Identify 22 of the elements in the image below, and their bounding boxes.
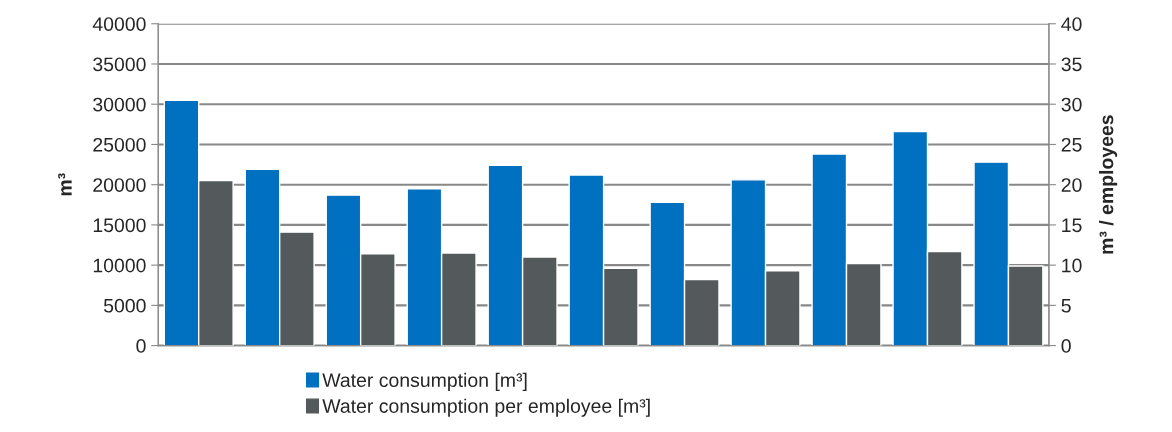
y-tick-label: 35000 [93,57,146,72]
y2-tick-label: 35 [1061,57,1082,72]
y-tick-label: 0 [136,339,146,353]
y2-tick-label: 0 [1061,339,1071,353]
legend-label: Water consumption [m³] [322,372,527,391]
y-tick-label: 25000 [93,137,146,152]
y2-tick-label: 20 [1061,178,1082,192]
y-axis-title: m³ [58,173,72,196]
y-tick-label: 5000 [103,298,146,313]
y2-tick-label: 30 [1061,97,1082,112]
y2-tick-label: 10 [1062,258,1082,273]
y2-tick-label: 15 [1062,218,1082,233]
y-tick-label: 10000 [93,258,146,273]
y-tick-label: 15000 [93,218,146,233]
y2-axis-title: m³ / employees [1099,115,1118,254]
y-tick-label: 20000 [93,178,146,192]
y2-tick-label: 5 [1061,299,1071,313]
y-tick-label: 30000 [93,97,146,112]
y2-tick-label: 40 [1061,17,1082,31]
y2-tick-label: 25 [1061,137,1082,152]
y-tick-label: 40000 [92,17,146,31]
legend-label: Water consumption per employee [m³] [322,398,650,417]
